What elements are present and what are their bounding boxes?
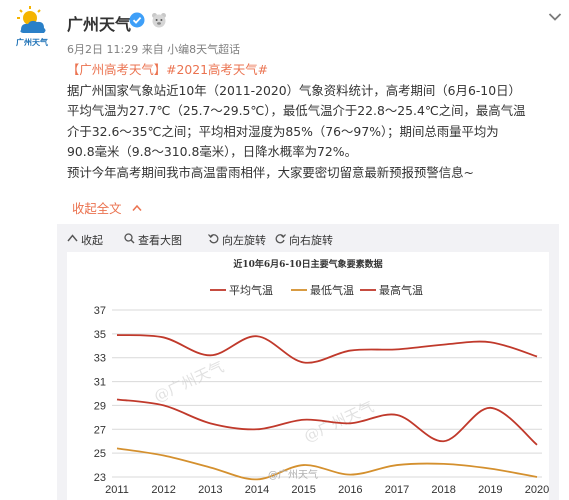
media-toolbar: 收起 查看大图 向左旋转 向右旋转 [57, 224, 559, 252]
y-tick-label: 25 [94, 448, 106, 460]
post-line-6: 预计今年高考期间我市高温雷雨相伴，大家要密切留意最新预报预警信息~ [67, 164, 474, 180]
rotate-left-icon [208, 234, 219, 244]
chevron-down-icon[interactable] [548, 12, 562, 22]
y-tick-label: 35 [94, 329, 106, 341]
legend-label: 最低气温 [310, 283, 354, 297]
post-line-1: 【广州高考天气】#2021高考天气# [67, 60, 559, 81]
rotate-right-icon [275, 234, 286, 244]
legend-label: 平均气温 [229, 283, 273, 297]
chart-watermark: @广州天气 [301, 398, 377, 446]
view-large-label: 查看大图 [138, 234, 182, 247]
series-line-2 [116, 447, 538, 481]
x-tick-label: 2018 [431, 484, 455, 496]
x-tick-label: 2017 [385, 484, 409, 496]
hashtag-link[interactable]: #2021高考天气# [166, 62, 268, 77]
y-tick-label: 23 [94, 472, 106, 484]
x-tick-label: 2014 [245, 484, 269, 496]
post-line-5: 90.8毫米（9.8～310.8毫米），日降水概率为72%。 [67, 144, 357, 159]
post-header: 广州天气 广州天气 6月2日 11:29 来自 小编8天气超话 [0, 0, 569, 60]
magnifier-icon [124, 233, 135, 244]
bear-badge-icon [152, 13, 166, 28]
x-tick-label: 2019 [478, 484, 502, 496]
rotate-left-label: 向左旋转 [222, 234, 266, 247]
y-tick-label: 27 [94, 424, 106, 436]
x-tick-label: 2012 [151, 484, 175, 496]
post-line-3: 平均气温为27.7℃（25.7～29.5℃），最低气温介于22.8～25.4℃之… [67, 103, 526, 118]
x-tick-label: 2013 [198, 484, 222, 496]
x-tick-label: 2016 [338, 484, 362, 496]
chart-title: 近10年6月6-10日主要气象要素数据 [233, 258, 382, 270]
x-tick-label: 2020 [525, 484, 549, 496]
post-line-2: 据广州国家气象站近10年（2011-2020）气象资料统计，高考期间（6月6-1… [67, 82, 521, 98]
image-watermark: @广州天气 [268, 470, 318, 481]
temperature-line-chart: 近10年6月6-10日主要气象要素数据 23 25 27 29 31 33 35 37 2011 2… [94, 258, 549, 496]
x-tick-label: 2015 [291, 484, 315, 496]
y-tick-label: 33 [94, 353, 106, 365]
chevron-up-icon [131, 204, 142, 211]
series-line-3 [116, 334, 538, 364]
collapse-full-text-link[interactable]: 收起全文 [72, 199, 142, 217]
collapse-media-label: 收起 [81, 234, 103, 247]
post-body: 【广州高考天气】#2021高考天气# 据广州国家气象站近10年（2011-202… [67, 60, 559, 183]
post-line-4: 介于32.6～35℃之间；平均相对湿度为85%（76～97%）；期间总雨量平均为 [67, 123, 499, 139]
series-line-1 [116, 398, 538, 446]
chart-image[interactable]: 近10年6月6-10日主要气象要素数据 23 25 27 29 31 33 35 37 2011 2… [67, 252, 549, 500]
avatar[interactable]: 广州天气 [9, 4, 55, 50]
y-tick-label: 31 [94, 377, 106, 389]
x-tick-label: 2011 [105, 484, 129, 496]
post-meta: 6月2日 11:29 来自 小编8天气超话 [67, 43, 241, 56]
avatar-label: 广州天气 [16, 38, 48, 47]
collapse-label: 收起全文 [72, 201, 122, 216]
verified-badge-icon [129, 12, 145, 28]
account-name[interactable]: 广州天气 [67, 15, 132, 34]
sun-cloud-logo-icon [17, 6, 46, 33]
y-tick-label: 29 [94, 400, 106, 412]
collapse-icon [67, 234, 78, 242]
rotate-right-label: 向右旋转 [289, 234, 333, 247]
media-panel: 收起 查看大图 向左旋转 向右旋转 近10年6月6-10日主要气象要素数据 23 2 [57, 224, 559, 500]
title-link[interactable]: 【广州高考天气】 [67, 62, 167, 77]
y-tick-label: 37 [94, 305, 106, 317]
legend-label: 最高气温 [379, 283, 423, 297]
